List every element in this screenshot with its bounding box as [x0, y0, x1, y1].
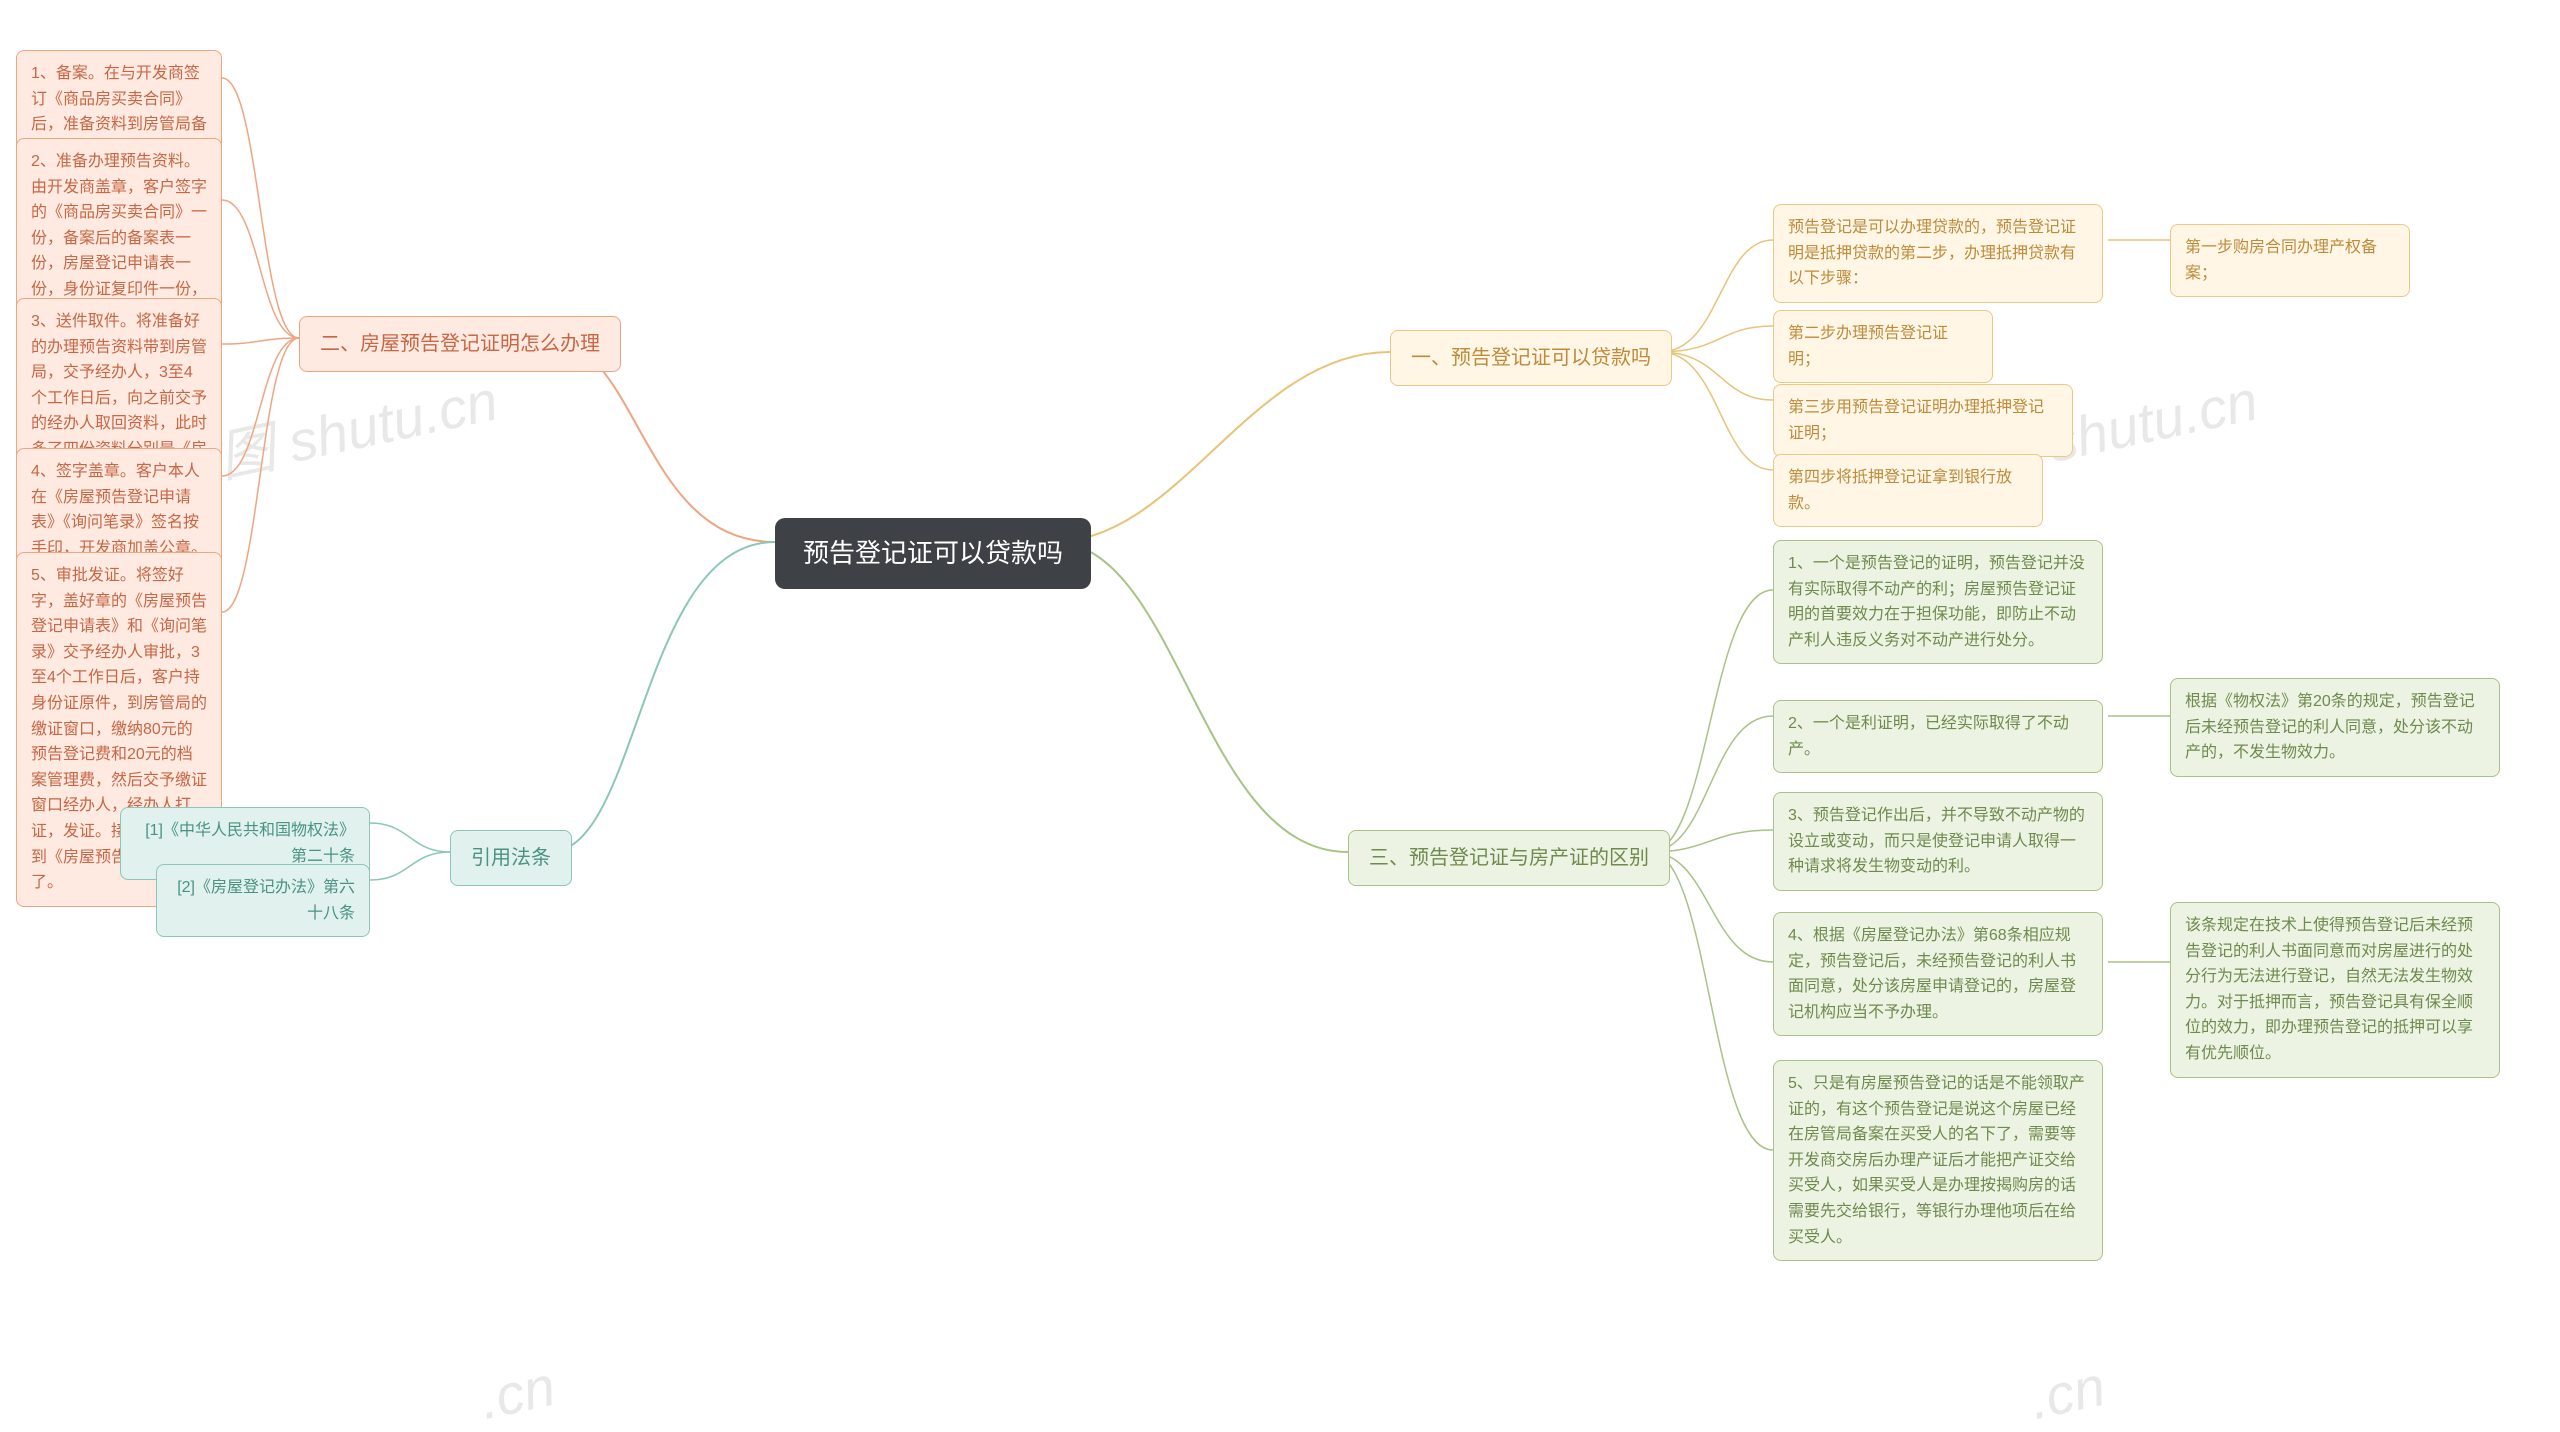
- root-node[interactable]: 预告登记证可以贷款吗: [775, 518, 1091, 589]
- branch-1[interactable]: 一、预告登记证可以贷款吗: [1390, 330, 1672, 386]
- branch-1-child-1[interactable]: 第二步办理预告登记证明；: [1773, 310, 1993, 383]
- branch-3-child-1[interactable]: 2、一个是利证明，已经实际取得了不动产。: [1773, 700, 2103, 773]
- branch-4-child-1[interactable]: [2]《房屋登记办法》第六十八条: [156, 864, 370, 937]
- branch-3-child-4[interactable]: 5、只是有房屋预告登记的话是不能领取产证的，有这个预告登记是说这个房屋已经在房管…: [1773, 1060, 2103, 1261]
- watermark: .cn: [2024, 1353, 2111, 1432]
- branch-2[interactable]: 二、房屋预告登记证明怎么办理: [299, 316, 621, 372]
- watermark: .cn: [474, 1353, 561, 1432]
- branch-3-child-2[interactable]: 3、预告登记作出后，并不导致不动产物的设立或变动，而只是使登记申请人取得一种请求…: [1773, 792, 2103, 891]
- branch-1-child-3[interactable]: 第四步将抵押登记证拿到银行放款。: [1773, 454, 2043, 527]
- branch-3-child-3[interactable]: 4、根据《房屋登记办法》第68条相应规定，预告登记后，未经预告登记的利人书面同意…: [1773, 912, 2103, 1036]
- branch-3-sub2[interactable]: 根据《物权法》第20条的规定，预告登记后未经预告登记的利人同意，处分该不动产的，…: [2170, 678, 2500, 777]
- branch-1-child-2[interactable]: 第三步用预告登记证明办理抵押登记证明；: [1773, 384, 2073, 457]
- branch-4[interactable]: 引用法条: [450, 830, 572, 886]
- branch-3-sub4[interactable]: 该条规定在技术上使得预告登记后未经预告登记的利人书面同意而对房屋进行的处分行为无…: [2170, 902, 2500, 1078]
- branch-3-child-0[interactable]: 1、一个是预告登记的证明，预告登记并没有实际取得不动产的利；房屋预告登记证明的首…: [1773, 540, 2103, 664]
- branch-3[interactable]: 三、预告登记证与房产证的区别: [1348, 830, 1670, 886]
- branch-1-child-0[interactable]: 预告登记是可以办理贷款的，预告登记证明是抵押贷款的第二步，办理抵押贷款有以下步骤…: [1773, 204, 2103, 303]
- branch-1-sub[interactable]: 第一步购房合同办理产权备案；: [2170, 224, 2410, 297]
